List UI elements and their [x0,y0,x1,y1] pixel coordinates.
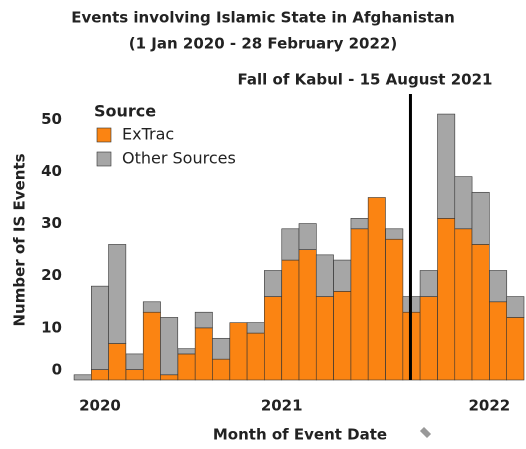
bar-segment [298,249,317,381]
y-tick-label: 30 [41,214,62,232]
bar-segment [125,353,144,370]
bar-segment [281,228,300,261]
bar-segment [506,296,525,318]
legend-title: Source [94,102,156,121]
bar-segment [177,348,196,355]
bar-segment [419,270,438,297]
y-tick-label: 40 [41,162,62,180]
bar-segment [264,270,282,297]
bar-segment [246,322,265,334]
x-tick-label: 2021 [261,397,303,415]
bar-segment [437,218,456,381]
bar-segment [194,327,213,381]
bar-segment [385,228,404,240]
bar-segment [350,218,369,230]
bar-segment [212,337,230,360]
chart-subtitle: (1 Jan 2020 - 28 February 2022) [129,35,397,53]
bar-segment [160,317,179,376]
bar-segment [194,311,213,329]
bar-segment [108,244,127,344]
bar-segment [333,259,352,292]
y-tick-label: 50 [41,110,62,128]
bar-segment [315,296,334,381]
bar-segment [471,244,490,381]
x-axis-label: Month of Event Date [213,426,387,444]
bar-segment [177,353,196,381]
bar-segment [471,191,490,245]
bar-segment [229,322,248,381]
bar-segment [298,223,317,250]
legend-label: Other Sources [122,149,236,168]
bar-segment [419,296,438,381]
bar-segment [142,311,161,381]
x-tick-label: 2022 [469,397,511,415]
bar-segment [437,113,456,219]
bar-segment [489,301,508,381]
legend-label: ExTrac [122,125,174,144]
bar-segment [73,374,92,381]
y-tick-label: 10 [41,318,62,336]
bar-segment [315,254,334,297]
bar-segment [108,343,127,381]
bar-segment [142,301,161,313]
y-tick-label: 20 [41,266,62,284]
bar-segment [350,228,369,381]
bar-segment [91,285,109,370]
bar-segment [506,317,525,381]
bar-segment [281,259,300,381]
bar-segment [454,176,473,230]
y-axis-label: Number of IS Events [11,153,29,326]
bar-segment [333,291,352,381]
pin-icon [419,426,432,439]
bar-segment [454,228,473,381]
bar-segment [264,296,282,381]
bar-segment [367,197,386,381]
legend-swatch [96,151,112,167]
bar-segment [91,369,109,381]
legend-swatch [96,127,112,143]
y-tick-label: 0 [52,361,62,379]
bar-segment [125,369,144,381]
annotation-text: Fall of Kabul - 15 August 2021 [238,71,493,89]
bar-segment [160,374,179,381]
x-tick-label: 2020 [79,397,121,415]
bar-segment [246,332,265,381]
bar-segment [212,358,230,381]
bar-segment [385,238,404,381]
chart-title: Events involving Islamic State in Afghan… [71,9,455,27]
bar-segment [489,270,508,303]
